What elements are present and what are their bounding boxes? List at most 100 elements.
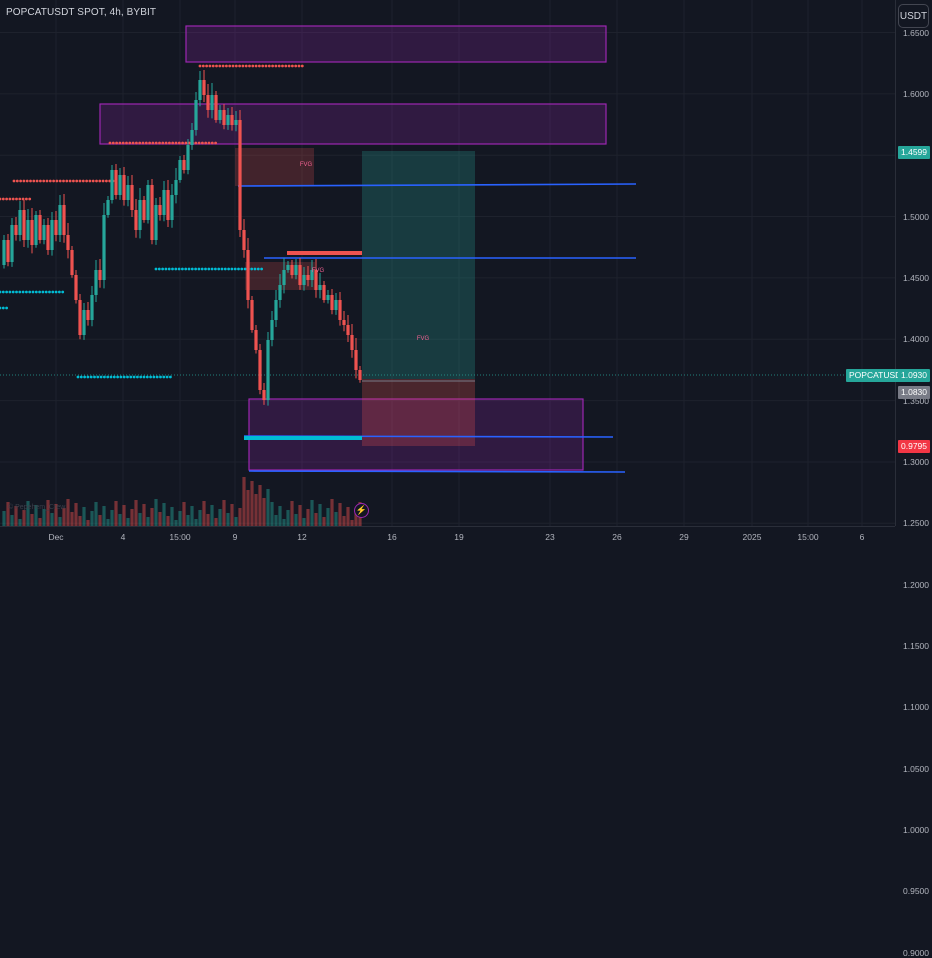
candle-body [306, 275, 310, 280]
support-dot [136, 375, 139, 379]
candle-body [330, 295, 334, 310]
support-dot [149, 375, 153, 379]
resistance-dot [291, 64, 294, 68]
volume-bar [46, 500, 50, 526]
level-line [248, 470, 626, 473]
fvg-label: FVG [417, 336, 430, 342]
candle-body [174, 180, 178, 195]
candle-body [222, 110, 226, 125]
resistance-dot [55, 179, 59, 183]
support-dot [54, 290, 58, 294]
time-axis[interactable] [0, 526, 895, 551]
symbol-title[interactable]: POPCATUSDT SPOT, 4h, BYBIT [6, 7, 157, 18]
candle-body [58, 205, 62, 235]
volume-bar [262, 498, 266, 526]
time-tick-label: 23 [545, 532, 555, 542]
volume-bar [90, 511, 94, 526]
currency-button[interactable]: USDT [898, 4, 929, 28]
volume-bar [118, 514, 122, 526]
support-dot [11, 290, 15, 294]
candle-body [146, 185, 150, 220]
resistance-dot [75, 179, 79, 183]
resistance-dot [168, 141, 171, 145]
candle-body [194, 100, 198, 130]
candle-body [82, 310, 86, 335]
price-chart[interactable]: FVG FVG FVG [0, 0, 895, 526]
candle-body [198, 80, 202, 100]
support-dot [217, 267, 221, 271]
resistance-dot [39, 179, 42, 183]
time-tick-label: 9 [232, 532, 238, 542]
support-dot [44, 290, 48, 294]
volume-bar [110, 510, 114, 526]
support-dot [223, 267, 227, 271]
resistance-dot [205, 64, 209, 68]
candle-body [66, 235, 70, 250]
resistance-dot [161, 141, 165, 145]
support-dot [0, 290, 2, 294]
resistance-dot [81, 179, 85, 183]
candle-body [94, 270, 98, 295]
resistance-dot [284, 64, 288, 68]
volume-bar [298, 505, 302, 526]
support-dot [174, 267, 178, 271]
lightning-icon[interactable]: ⚡ [354, 503, 369, 518]
volume-bar [286, 510, 290, 526]
resistance-dot [287, 64, 291, 68]
support-dot [167, 267, 171, 271]
candle-body [38, 215, 42, 240]
resistance-dot [65, 179, 69, 183]
resistance-dot [215, 64, 218, 68]
volume-bar [222, 500, 226, 526]
resistance-dot [101, 179, 105, 183]
resistance-dot [264, 64, 268, 68]
support-dot [89, 375, 93, 379]
volume-bar [214, 518, 218, 526]
resistance-dot [15, 197, 18, 201]
volume-bar [106, 519, 110, 526]
resistance-dot [105, 179, 108, 183]
candle-body [42, 225, 46, 240]
resistance-dot [241, 64, 245, 68]
resistance-dot [25, 179, 29, 183]
volume-bar [310, 500, 314, 526]
candle-body [30, 220, 34, 245]
volume-bar [142, 504, 146, 526]
time-tick-label: 12 [297, 532, 307, 542]
resistance-dot [208, 64, 212, 68]
resistance-dot [201, 64, 205, 68]
candle-body [10, 225, 14, 262]
resistance-dot [148, 141, 152, 145]
resistance-dot [62, 179, 65, 183]
support-dot [181, 267, 184, 271]
support-dot [51, 290, 55, 294]
volume-bar [202, 501, 206, 526]
volume-bar [122, 505, 126, 526]
support-dot [139, 375, 143, 379]
volume-bar [326, 508, 330, 526]
resistance-dot [11, 197, 15, 201]
volume-bar [82, 507, 86, 526]
candle-body [326, 295, 330, 300]
level-line [237, 183, 637, 187]
resistance-dot [12, 179, 16, 183]
resistance-dot [231, 64, 235, 68]
support-dot [200, 267, 204, 271]
resistance-dot [267, 64, 271, 68]
candle-body [158, 205, 162, 215]
volume-bar [154, 499, 158, 526]
volume-bar [146, 517, 150, 526]
resistance-dot [154, 141, 158, 145]
candle-body [334, 300, 338, 310]
resistance-dot [201, 141, 204, 145]
resistance-dot [18, 197, 22, 201]
support-dot [253, 267, 257, 271]
candle-body [142, 200, 146, 220]
candle-body [338, 300, 342, 320]
volume-bar [270, 502, 274, 526]
resistance-dot [254, 64, 258, 68]
price-axis[interactable] [895, 0, 932, 526]
volume-bar [18, 519, 22, 526]
volume-bar [26, 501, 30, 526]
candle-body [46, 225, 50, 250]
